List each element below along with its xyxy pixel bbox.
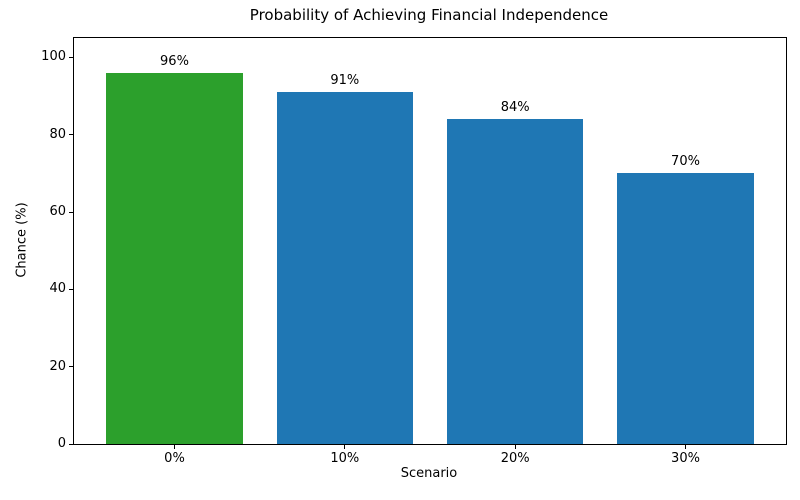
- x-tick-mark: [173, 445, 175, 449]
- bar: [276, 92, 413, 444]
- x-tick-mark: [344, 445, 346, 449]
- y-tick-mark: [69, 211, 73, 213]
- y-tick-label: 20: [49, 358, 66, 374]
- x-tick-label: 20%: [500, 451, 530, 466]
- x-tick-mark: [514, 445, 516, 449]
- bar-value-label: 91%: [330, 73, 360, 89]
- y-tick-label: 100: [41, 49, 66, 65]
- y-tick-mark: [69, 288, 73, 290]
- y-tick-label: 40: [49, 281, 66, 297]
- y-tick-mark: [69, 56, 73, 58]
- y-tick-mark: [69, 134, 73, 136]
- bar: [106, 72, 243, 444]
- y-tick-label: 60: [49, 204, 66, 219]
- y-tick-label: 0: [57, 436, 66, 451]
- x-tick-label: 30%: [671, 451, 700, 466]
- bar-value-label: 84%: [500, 100, 530, 116]
- y-axis-label: Chance (%): [14, 202, 30, 278]
- x-tick-label: 0%: [164, 451, 185, 466]
- plot-area: 0 20 40 60 80 100 96% 0% 91% 10% 84% 20% 70% 30%: [41, 37, 787, 466]
- x-axis-label: Scenario: [400, 466, 458, 481]
- x-tick-mark: [685, 445, 686, 449]
- bar: [447, 119, 584, 444]
- x-tick-label: 10%: [330, 451, 360, 466]
- bar: [617, 173, 754, 444]
- y-tick-label: 80: [49, 126, 66, 142]
- y-tick-mark: [69, 443, 73, 445]
- chart-title: Probability of Achieving Financial Indep…: [249, 6, 609, 24]
- bar-value-label: 96%: [160, 53, 189, 69]
- y-tick-mark: [69, 366, 73, 368]
- bar-value-label: 70%: [671, 154, 700, 170]
